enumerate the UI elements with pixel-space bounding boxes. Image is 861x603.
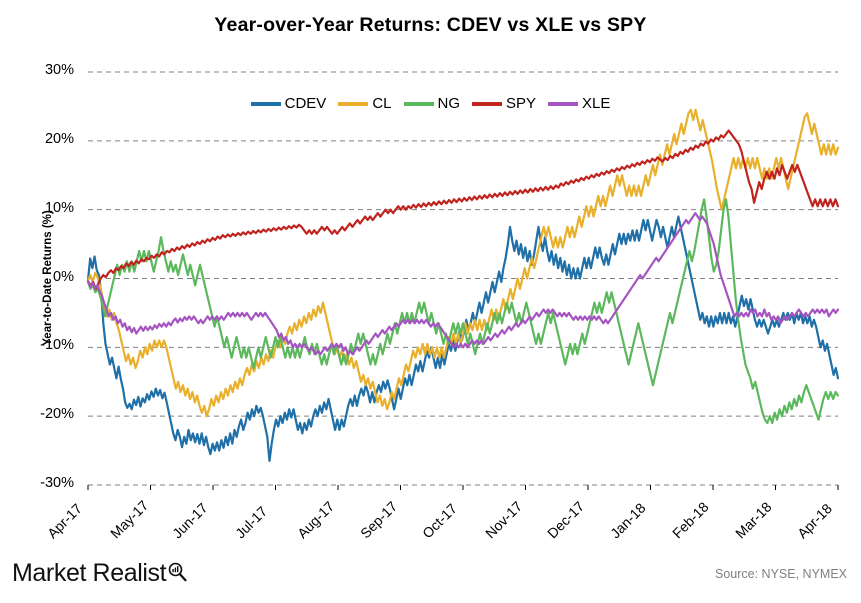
series-line-xle [86, 212, 840, 356]
y-tick-label: 20% [44, 130, 74, 147]
magnifier-icon [167, 562, 187, 587]
legend-swatch-cdev [250, 101, 281, 106]
brand-logo-text: Market Realist [12, 559, 167, 587]
series-line-cl [86, 108, 840, 418]
y-tick-label: -30% [40, 475, 74, 491]
legend-swatch-spy [472, 101, 502, 106]
series-line-ng [86, 198, 840, 425]
legend-swatch-cl [338, 101, 369, 106]
legend-label: NG [437, 95, 461, 112]
series-line-cdev [86, 215, 840, 463]
source-note: Source: NYSE, NYMEX [715, 567, 847, 581]
legend-item-cl[interactable]: CL [338, 95, 392, 112]
legend-label: XLE [582, 95, 611, 112]
y-tick-label: 0% [53, 268, 74, 285]
series-line-spy [86, 129, 840, 290]
legend-item-cdev[interactable]: CDEV [250, 95, 327, 112]
legend-swatch-xle [548, 101, 579, 106]
y-tick-label: 30% [44, 62, 74, 78]
legend-label: CL [372, 95, 392, 112]
legend-label: CDEV [284, 95, 327, 112]
legend-item-ng[interactable]: NG [403, 95, 461, 112]
legend-swatch-ng [403, 101, 434, 106]
data-series-group [86, 108, 840, 463]
y-tick-label: -20% [40, 406, 74, 423]
legend-label: SPY [506, 95, 537, 112]
legend-item-spy[interactable]: SPY [472, 96, 536, 111]
y-tick-label: 10% [44, 199, 74, 216]
legend-item-xle[interactable]: XLE [548, 96, 610, 111]
chart-legend: CDEV CL NG SPY XLE [0, 96, 861, 111]
brand-logo: Market Realist [12, 561, 187, 587]
page-title: Year-over-Year Returns: CDEV vs XLE vs S… [214, 14, 647, 36]
y-tick-label: -10% [40, 337, 74, 354]
x-axis-ticks [87, 485, 839, 490]
